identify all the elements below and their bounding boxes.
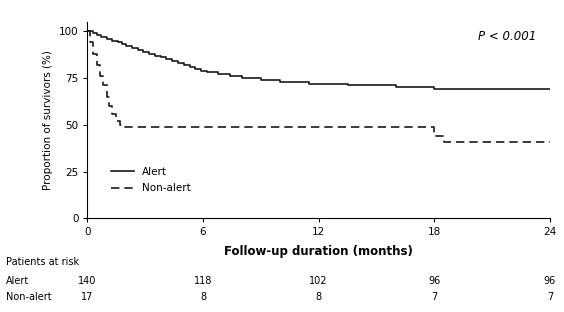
Text: Follow-up duration (months): Follow-up duration (months) — [224, 245, 413, 258]
Text: 8: 8 — [200, 292, 206, 302]
Text: 118: 118 — [194, 276, 212, 286]
Text: 96: 96 — [428, 276, 440, 286]
Text: Alert: Alert — [6, 276, 29, 286]
Text: 17: 17 — [81, 292, 94, 302]
Y-axis label: Proportion of survivors (%): Proportion of survivors (%) — [43, 50, 53, 190]
Text: 7: 7 — [431, 292, 438, 302]
Text: 7: 7 — [547, 292, 553, 302]
Text: 8: 8 — [316, 292, 321, 302]
Text: 96: 96 — [544, 276, 556, 286]
Text: 140: 140 — [78, 276, 96, 286]
Legend: Alert, Non-alert: Alert, Non-alert — [107, 163, 195, 197]
Text: 102: 102 — [310, 276, 328, 286]
Text: P < 0.001: P < 0.001 — [478, 30, 536, 43]
Text: Patients at risk: Patients at risk — [6, 257, 79, 267]
Text: Non-alert: Non-alert — [6, 292, 51, 302]
